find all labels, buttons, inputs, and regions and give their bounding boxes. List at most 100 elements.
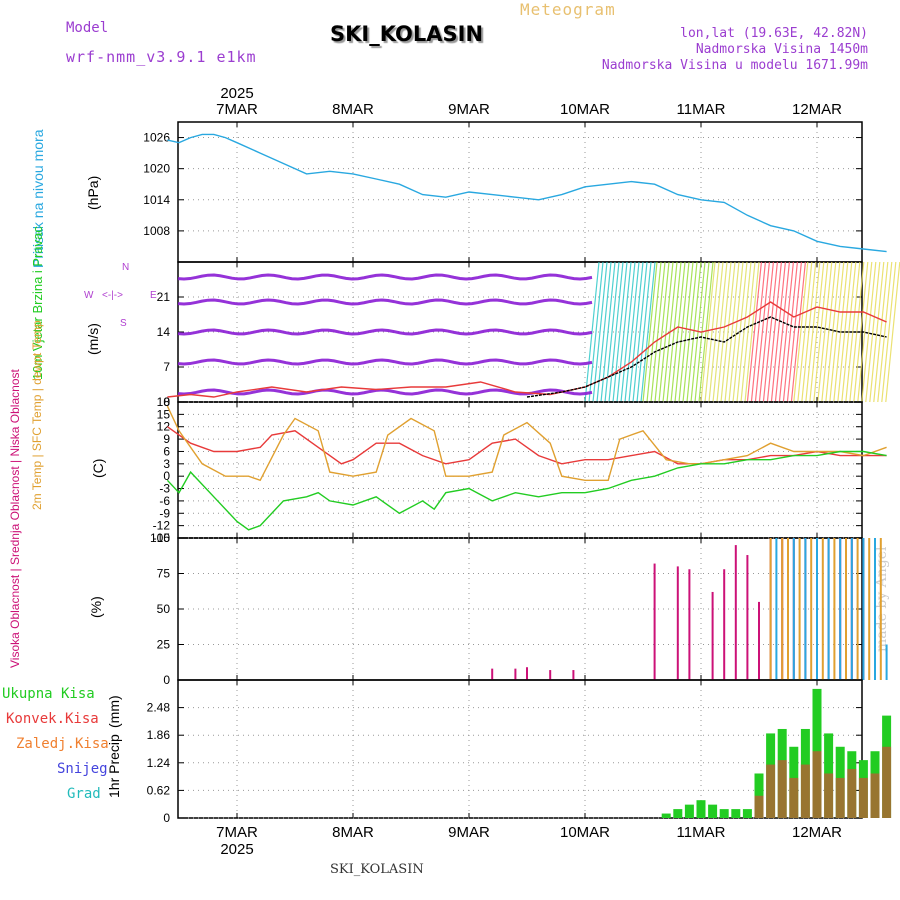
bar-precip: [835, 777, 845, 818]
wind-hatch: [616, 261, 632, 403]
wind-hatch: [865, 261, 881, 403]
y-tick-label: 18: [157, 395, 171, 409]
wind-hatch: [778, 261, 794, 403]
x-day-label-top: 8MAR: [332, 101, 374, 118]
wind-hatch: [740, 261, 756, 403]
legend-frz-rain: Zaledj.Kisa: [16, 736, 109, 752]
x-day-label-top: 12MAR: [792, 101, 842, 118]
wind-hatch: [698, 261, 714, 403]
y-tick-label: 0: [163, 469, 170, 483]
y-tick-label: 100: [150, 531, 170, 545]
wind-hatch: [716, 261, 732, 403]
wind-hatch: [782, 261, 798, 403]
panel-frame-temperature: [177, 401, 863, 539]
wind-hatch: [592, 261, 608, 403]
bar-clouds: [688, 569, 691, 680]
wind-hatch: [624, 261, 640, 403]
x-day-label-top: 10MAR: [560, 101, 610, 118]
bar-clouds: [862, 538, 865, 680]
y-tick-label: 0: [163, 811, 170, 825]
series-line-wind-0: [167, 301, 887, 398]
wind-hatch: [666, 261, 682, 403]
bar-clouds: [723, 569, 726, 680]
wind-hatch: [885, 261, 900, 403]
wind-hatch: [793, 261, 809, 403]
bar-clouds: [874, 538, 876, 680]
bar-clouds: [845, 538, 847, 680]
bar-clouds: [711, 591, 714, 680]
y-tick-label: -6: [159, 494, 170, 508]
bar-clouds: [850, 538, 853, 680]
y-tick-label: 15: [157, 407, 171, 421]
y-tick-label: 0.62: [147, 783, 171, 797]
y-tick-label: -9: [159, 506, 170, 520]
wind-hatch: [861, 261, 877, 403]
wind-hatch: [849, 261, 865, 403]
wind-hatch: [646, 261, 662, 403]
wind-hatch: [712, 261, 728, 403]
bar-precip: [858, 777, 868, 818]
y-tick-label: 7: [163, 360, 170, 374]
wind-hatch: [658, 261, 674, 403]
wind-hatch: [813, 261, 829, 403]
wind-hatch: [650, 261, 666, 403]
wind-hatch: [825, 261, 841, 403]
wind-hatch: [758, 261, 774, 403]
bar-clouds: [856, 538, 859, 680]
wind-hatch: [704, 261, 720, 403]
bar-precip: [742, 809, 752, 818]
wind-hatch: [604, 261, 620, 403]
subtitle: Meteogram: [520, 0, 616, 19]
y-tick-label: -12: [153, 519, 171, 533]
model-elevation-text: Nadmorska Visina u modelu 1671.99m: [601, 58, 868, 73]
wind-hatch: [636, 261, 652, 403]
bar-clouds: [833, 538, 836, 680]
bar-clouds: [827, 538, 830, 680]
bar-clouds: [514, 668, 517, 680]
compass-arrows: <-|->: [102, 290, 123, 301]
bar-precip: [789, 777, 799, 818]
coords-text: lon,lat (19.63E, 42.82N): [680, 26, 868, 41]
wind-hatch: [708, 261, 724, 403]
elevation-text: Nadmorska Visina 1450m: [695, 42, 868, 57]
bar-precip: [766, 764, 776, 818]
bar-clouds: [810, 538, 813, 680]
wind-hatch: [678, 261, 694, 403]
wind-hatch: [700, 261, 716, 403]
y-tick-label: 50: [157, 602, 171, 616]
wind-barb-row: [177, 388, 593, 396]
bar-clouds: [526, 667, 528, 680]
wind-hatch: [762, 261, 778, 403]
wind-hatch: [736, 261, 752, 403]
wind-hatch: [654, 261, 670, 403]
bar-precip: [847, 769, 857, 818]
wind-hatch: [845, 261, 861, 403]
x-day-label-top: 11MAR: [677, 101, 726, 118]
bar-clouds: [775, 538, 778, 680]
wind-hatch: [873, 261, 889, 403]
wind-hatch: [837, 261, 853, 403]
legend-grad: Grad: [67, 786, 101, 802]
bar-clouds: [839, 538, 842, 680]
bar-clouds: [734, 545, 737, 680]
bar-clouds: [879, 538, 882, 680]
y-tick-label: 0: [163, 673, 170, 687]
compass-n: N: [122, 262, 129, 273]
wind-hatch: [720, 261, 736, 403]
bar-clouds: [804, 538, 807, 680]
y-tick-label: 1.86: [147, 728, 171, 742]
wind-hatch: [746, 261, 762, 403]
x-day-label-bottom: 10MAR: [560, 824, 610, 841]
model-label: Model: [66, 20, 109, 36]
x-day-label-bottom: 8MAR: [332, 824, 374, 841]
wind-hatch: [774, 261, 790, 403]
y-tick-label: 1026: [143, 131, 170, 145]
wind-hatch: [620, 261, 636, 403]
wind-hatch: [766, 261, 782, 403]
wind-hatch: [670, 261, 686, 403]
y-tick-label: 3: [163, 457, 170, 471]
y-tick-label: 1020: [143, 162, 170, 176]
page-title: SKI_KOLASIN: [330, 22, 484, 46]
wind-hatch: [682, 261, 698, 403]
bar-clouds: [781, 538, 784, 680]
